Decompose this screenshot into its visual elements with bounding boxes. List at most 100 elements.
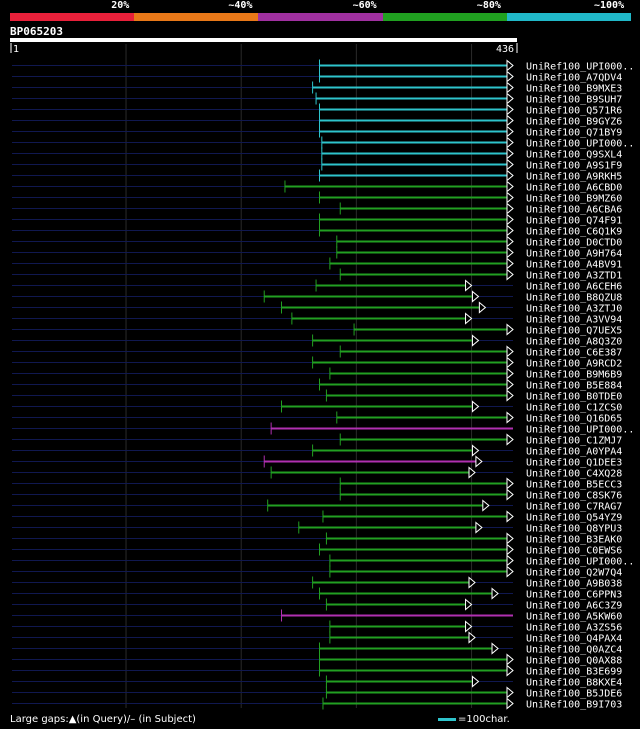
hit-label: UniRef100_Q71BY9 (526, 128, 622, 139)
hit-arrow (506, 257, 514, 270)
hit-label: UniRef100_UPI000.. (526, 425, 634, 436)
hit-label: UniRef100_A0YPA4 (526, 447, 622, 458)
hit-label: UniRef100_A9RKH5 (526, 172, 622, 183)
hit-arrow (506, 114, 514, 127)
hit-arrow (475, 455, 483, 468)
hit-label: UniRef100_UPI000.. (526, 62, 634, 73)
hit-arrow (478, 301, 487, 314)
legend-label: 20% (111, 0, 130, 11)
hit-arrow (506, 158, 514, 171)
hit-arrow (506, 697, 514, 710)
hit-label: UniRef100_C1ZMJ7 (526, 436, 622, 447)
hit-arrow (471, 675, 480, 688)
hit-label: UniRef100_A8Q3Z0 (526, 337, 622, 348)
hit-arrow (506, 411, 514, 424)
hit-label: UniRef100_UPI000.. (526, 557, 634, 568)
hit-arrow (468, 576, 476, 589)
hit-arrow (506, 367, 514, 380)
large-gaps-note: Large gaps:▲(in Query)/– (in Subject) (10, 714, 196, 725)
hit-label: UniRef100_A5KW60 (526, 612, 622, 623)
hit-arrow (506, 433, 514, 446)
hit-arrow (506, 92, 514, 105)
legend-segment (382, 13, 507, 21)
legend-segment (506, 13, 631, 21)
hit-label: UniRef100_A3VV94 (526, 315, 622, 326)
hit-label: UniRef100_B8QZU8 (526, 293, 622, 304)
hit-arrow (506, 147, 514, 160)
hit-arrow (506, 653, 514, 666)
hit-arrow (465, 279, 473, 292)
hit-arrow (506, 103, 514, 116)
legend-label: ~100% (594, 0, 625, 11)
hit-label: UniRef100_B9SUH7 (526, 95, 622, 106)
hit-arrow (506, 356, 514, 369)
hit-arrow (506, 70, 514, 83)
hit-label: UniRef100_C4XQ28 (526, 469, 622, 480)
hit-label: UniRef100_C6E387 (526, 348, 622, 359)
hit-arrow (506, 136, 514, 149)
hit-arrow (506, 235, 514, 248)
hit-label: UniRef100_A6C3Z9 (526, 601, 622, 612)
query-name: BP065203 (10, 25, 63, 38)
hit-arrow (506, 224, 514, 237)
hit-arrow (506, 268, 514, 281)
scale-text: =100char. (458, 714, 510, 725)
hit-arrow (506, 532, 514, 545)
hit-arrow (506, 510, 514, 523)
hit-label: UniRef100_B3E699 (526, 667, 622, 678)
legend-segment (10, 13, 135, 21)
hit-arrow (491, 587, 499, 600)
hit-label: UniRef100_A7QDV4 (526, 73, 622, 84)
hit-label: UniRef100_Q1DEE3 (526, 458, 622, 469)
hit-label: UniRef100_B8KXE4 (526, 678, 622, 689)
hit-label: UniRef100_Q54YZ9 (526, 513, 622, 524)
hit-label: UniRef100_A9H764 (526, 249, 622, 260)
hit-label: UniRef100_A3ZS56 (526, 623, 622, 634)
hit-label: UniRef100_B9I703 (526, 700, 622, 711)
hit-label: UniRef100_D0CTD0 (526, 238, 622, 249)
hit-label: UniRef100_Q7UEX5 (526, 326, 622, 337)
query-bar (10, 38, 517, 42)
hit-label: UniRef100_Q571R6 (526, 106, 622, 117)
hit-label: UniRef100_Q16D65 (526, 414, 622, 425)
hit-arrow (506, 246, 514, 259)
hit-arrow (506, 686, 514, 699)
hit-arrow (468, 631, 476, 644)
hit-arrow (471, 400, 480, 413)
hit-label: UniRef100_B9MZ60 (526, 194, 622, 205)
hit-label: UniRef100_B0TDE0 (526, 392, 622, 403)
hit-arrow (471, 444, 480, 457)
legend-label: ~60% (352, 0, 377, 11)
hit-arrow (491, 642, 499, 655)
hit-label: UniRef100_Q0AZC4 (526, 645, 622, 656)
hit-label: UniRef100_A9S1F9 (526, 161, 622, 172)
hit-label: UniRef100_C6PPN3 (526, 590, 622, 601)
hit-label: UniRef100_Q2W7Q4 (526, 568, 622, 579)
hit-label: UniRef100_A9RCD2 (526, 359, 622, 370)
hit-arrow (506, 345, 514, 358)
legend-segment (258, 13, 383, 21)
hit-arrow (506, 125, 514, 138)
hit-arrow (506, 202, 514, 215)
hit-label: UniRef100_Q0AX88 (526, 656, 622, 667)
hit-label: UniRef100_C6Q1K9 (526, 227, 622, 238)
legend-segment (134, 13, 259, 21)
hit-arrow (506, 554, 514, 567)
hit-label: UniRef100_A6CBA6 (526, 205, 622, 216)
hit-label: UniRef100_B5JDE6 (526, 689, 622, 700)
hit-arrow (506, 664, 514, 677)
hit-label: UniRef100_B5E884 (526, 381, 622, 392)
hit-label: UniRef100_A4BV91 (526, 260, 622, 271)
hit-arrow (506, 213, 514, 226)
hit-arrow (506, 323, 514, 336)
hit-label: UniRef100_C1ZCS0 (526, 403, 622, 414)
hit-arrow (471, 334, 480, 347)
hit-arrow (465, 312, 473, 325)
hit-label: UniRef100_B9MXE3 (526, 84, 622, 95)
hit-arrow (475, 521, 483, 534)
hit-arrow (506, 81, 514, 94)
scale-swatch (438, 717, 456, 721)
ruler-start-label: 1 (13, 44, 19, 55)
legend-label: ~40% (228, 0, 253, 11)
